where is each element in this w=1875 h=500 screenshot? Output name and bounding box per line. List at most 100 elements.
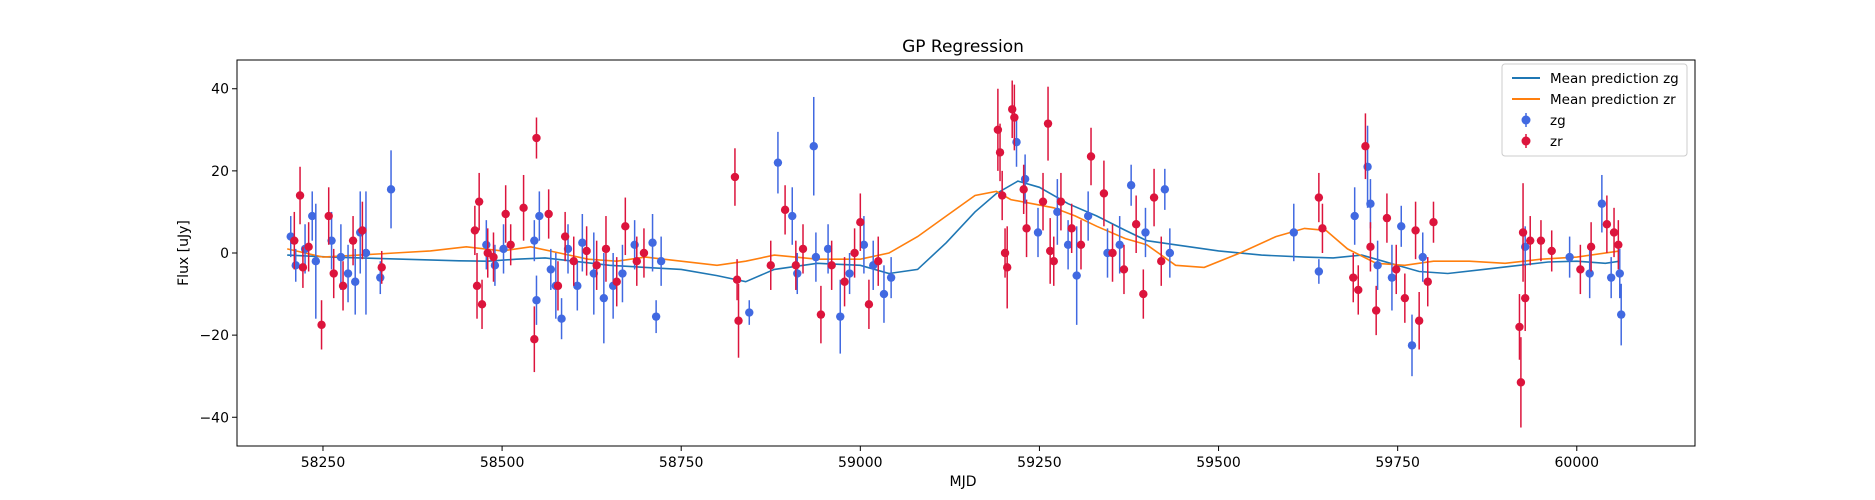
data-point-zr (1520, 265, 1530, 332)
marker-zr (639, 248, 649, 258)
x-tick-label: 59250 (1017, 455, 1062, 471)
data-point-zg (499, 224, 508, 274)
data-point-zg (1597, 174, 1607, 233)
marker-zg (1617, 310, 1626, 319)
marker-zr (1366, 242, 1375, 252)
data-point-zg (1165, 228, 1175, 278)
data-point-zr (1049, 236, 1058, 286)
data-point-zr (997, 170, 1007, 221)
data-point-zg (361, 191, 371, 315)
data-point-zr (732, 259, 742, 301)
data-point-zg (836, 279, 845, 354)
data-point-zr (348, 216, 358, 266)
marker-zr (780, 205, 790, 215)
data-point-zr (1429, 201, 1438, 243)
marker-zg (859, 240, 869, 249)
marker-zg (1314, 267, 1324, 276)
marker-zr (1010, 113, 1019, 122)
marker-zg (1407, 341, 1417, 350)
marker-zr (1157, 257, 1166, 266)
data-point-zg (1373, 240, 1382, 290)
marker-zg (563, 244, 573, 254)
data-point-zr (1614, 220, 1623, 270)
marker-zg (1083, 211, 1093, 221)
data-point-zr (1518, 183, 1528, 282)
marker-zr (304, 242, 313, 252)
data-point-zr (621, 197, 630, 256)
marker-zg (291, 261, 300, 270)
marker-zg (573, 281, 582, 291)
data-point-zr (827, 240, 836, 290)
data-point-zr (1139, 269, 1148, 319)
marker-zr (338, 281, 348, 291)
data-point-zr (582, 226, 591, 276)
data-point-zr (1349, 253, 1358, 303)
marker-zr (1131, 220, 1141, 229)
marker-zr (1518, 228, 1528, 237)
data-point-zr (553, 261, 563, 311)
marker-zr (1099, 189, 1109, 198)
data-point-zg (336, 224, 346, 290)
data-point-zg (793, 253, 802, 295)
data-point-zr (298, 246, 308, 288)
data-point-zr (470, 205, 480, 256)
marker-zr (470, 226, 480, 235)
data-point-zr (1536, 220, 1546, 262)
y-tick-label: 40 (211, 82, 229, 98)
data-point-zr (1609, 207, 1619, 258)
legend-label-zg-line: Mean prediction zg (1550, 71, 1679, 87)
marker-zg (578, 238, 587, 247)
marker-zg (1597, 199, 1607, 208)
data-point-zr (1414, 292, 1424, 350)
data-point-zg (573, 261, 582, 311)
marker-zr (993, 125, 1003, 135)
marker-zg (793, 269, 802, 278)
data-point-zr (1371, 285, 1381, 336)
data-point-zr (1119, 244, 1129, 295)
y-tick-label: −40 (199, 410, 229, 426)
marker-zr (791, 261, 801, 270)
marker-zg (773, 158, 783, 167)
data-point-zg (1606, 257, 1616, 299)
data-point-zr (612, 257, 621, 307)
marker-zr (317, 320, 326, 330)
marker-zr (1609, 228, 1619, 237)
data-point-zg (1072, 226, 1081, 325)
data-point-zr (1043, 86, 1053, 161)
marker-zr (1423, 277, 1432, 286)
data-point-zg (1115, 216, 1124, 274)
marker-zr (1108, 248, 1117, 258)
data-point-zg (845, 253, 854, 295)
marker-zr (1038, 197, 1048, 206)
marker-zr (1076, 240, 1086, 249)
data-point-zr (1076, 220, 1086, 270)
marker-zr (1067, 224, 1076, 233)
marker-zr (1354, 285, 1363, 295)
marker-zg (823, 244, 833, 254)
marker-zr (1520, 293, 1530, 303)
marker-zg (361, 248, 371, 258)
marker-zg (1141, 228, 1150, 237)
marker-zg (343, 269, 353, 278)
marker-zr (840, 277, 849, 286)
marker-zr (569, 257, 578, 266)
marker-zg (1289, 228, 1298, 237)
marker-zr (1019, 185, 1028, 194)
marker-zr (1547, 246, 1556, 256)
marker-zg (599, 293, 609, 303)
data-point-zg (1141, 207, 1150, 258)
data-point-zg (546, 248, 556, 290)
marker-zr (530, 335, 539, 344)
data-point-zr (1314, 172, 1324, 223)
data-point-zr (1010, 84, 1019, 151)
data-point-zg (1615, 248, 1624, 299)
marker-zg (1418, 252, 1427, 262)
data-point-zr (791, 240, 801, 290)
data-point-zr (1586, 222, 1596, 272)
data-point-zr (1067, 203, 1076, 253)
marker-zr (532, 133, 541, 143)
data-point-zg (811, 232, 821, 282)
marker-zr (358, 226, 367, 235)
marker-zr (1043, 119, 1053, 128)
marker-zg (532, 296, 541, 305)
